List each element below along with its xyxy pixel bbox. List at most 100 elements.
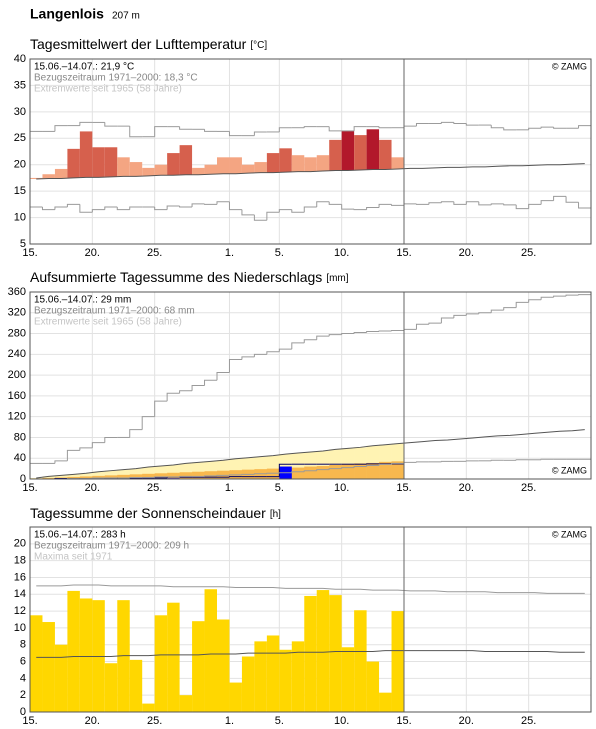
- step-line: [565, 196, 579, 203]
- temperature-bar: [354, 135, 367, 170]
- x-tick-label: 25.: [521, 482, 536, 494]
- y-tick-label: 160: [8, 390, 26, 402]
- step-line: [465, 313, 479, 316]
- x-tick-label: 15.: [396, 715, 411, 727]
- bar: [329, 595, 342, 712]
- area-step: [67, 476, 81, 479]
- area-step: [354, 463, 367, 479]
- step-line: [515, 204, 529, 210]
- temperature-bar: [241, 164, 255, 174]
- step-line: [179, 205, 193, 208]
- step-line: [66, 449, 80, 461]
- area-step: [329, 464, 342, 479]
- step-line: [291, 471, 305, 473]
- step-line: [341, 204, 355, 210]
- step-line: [216, 474, 230, 476]
- y-tick-label: 40: [14, 452, 26, 464]
- step-line: [204, 129, 217, 132]
- temperature-bar: [229, 157, 242, 174]
- step-line: [465, 201, 479, 205]
- step-line: [228, 131, 242, 137]
- step-line: [341, 333, 355, 335]
- y-tick-label: 25: [14, 132, 26, 144]
- area-step: [379, 461, 392, 479]
- step-line: [528, 203, 542, 209]
- step-line: [540, 200, 554, 205]
- step-line: [341, 467, 355, 469]
- bar: [266, 635, 280, 712]
- bar: [67, 590, 80, 712]
- step-line: [328, 468, 342, 470]
- step-line: [366, 207, 380, 210]
- area-step: [316, 466, 330, 479]
- x-tick-label: 20.: [459, 715, 474, 727]
- step-line: [440, 121, 454, 124]
- step-line: [54, 206, 68, 210]
- step-line: [440, 201, 454, 203]
- step-line: [316, 335, 330, 340]
- step-line: [328, 201, 342, 205]
- y-tick-label: 120: [8, 411, 26, 423]
- step-line: [204, 475, 217, 477]
- step-line: [266, 211, 280, 221]
- area-step: [142, 473, 155, 479]
- normal-line: [36, 429, 585, 479]
- step-line: [415, 122, 429, 127]
- step-line: [303, 126, 317, 128]
- temperature-bar: [304, 157, 317, 172]
- step-line: [204, 379, 217, 386]
- step-line: [503, 203, 517, 206]
- bar: [167, 602, 180, 712]
- chart: Tagesmittelwert der Lufttemperatur [°C]51…: [14, 36, 592, 259]
- step-line: [453, 122, 467, 124]
- bar: [291, 641, 305, 712]
- step-line: [154, 126, 168, 137]
- temperature-bar: [154, 164, 168, 176]
- step-line: [415, 461, 429, 463]
- x-tick-label: 15.: [22, 482, 37, 494]
- station-name: Langenlois: [30, 6, 104, 22]
- temperature-bar: [254, 162, 267, 173]
- step-line: [278, 472, 292, 474]
- area-step: [67, 474, 81, 479]
- step-line: [179, 390, 193, 394]
- step-line: [391, 329, 404, 331]
- area-step: [217, 470, 230, 479]
- bar: [154, 615, 168, 712]
- temperature-bar: [316, 155, 330, 172]
- annotation: 15.06.–14.07.: 21,9 °C: [34, 62, 134, 73]
- step-line: [241, 356, 255, 360]
- step-line: [129, 206, 143, 210]
- step-line: [104, 122, 118, 127]
- step-line: [503, 307, 517, 311]
- y-tick-label: 200: [8, 369, 26, 381]
- x-tick-label: 1.: [225, 482, 234, 494]
- annotation: Extremwerte seit 1965 (58 Jahre): [34, 84, 182, 95]
- bar: [279, 649, 292, 712]
- x-tick-label: 25.: [147, 715, 162, 727]
- step-line: [129, 126, 143, 138]
- x-tick-label: 25.: [147, 247, 162, 259]
- step-line: [540, 458, 554, 460]
- step-line: [104, 206, 118, 210]
- step-line: [478, 312, 492, 314]
- step-line: [440, 460, 454, 462]
- bar: [354, 610, 367, 712]
- unit-text: [°C]: [250, 40, 267, 51]
- y-tick-label: 80: [14, 431, 26, 443]
- y-tick-label: 12: [14, 605, 26, 617]
- step-line: [253, 353, 267, 357]
- step-line: [91, 442, 105, 448]
- area-step: [304, 466, 318, 479]
- area-step: [179, 472, 193, 479]
- step-line: [303, 339, 317, 343]
- annotation: 15.06.–14.07.: 29 mm: [34, 295, 131, 306]
- x-tick-label: 25.: [147, 482, 162, 494]
- x-tick-label: 20.: [85, 715, 100, 727]
- temperature-bar: [142, 167, 155, 176]
- normal-line: [36, 163, 585, 180]
- plot-frame: [29, 526, 592, 713]
- step-line: [191, 203, 205, 207]
- step-line: [166, 392, 180, 402]
- x-tick-label: 20.: [459, 247, 474, 259]
